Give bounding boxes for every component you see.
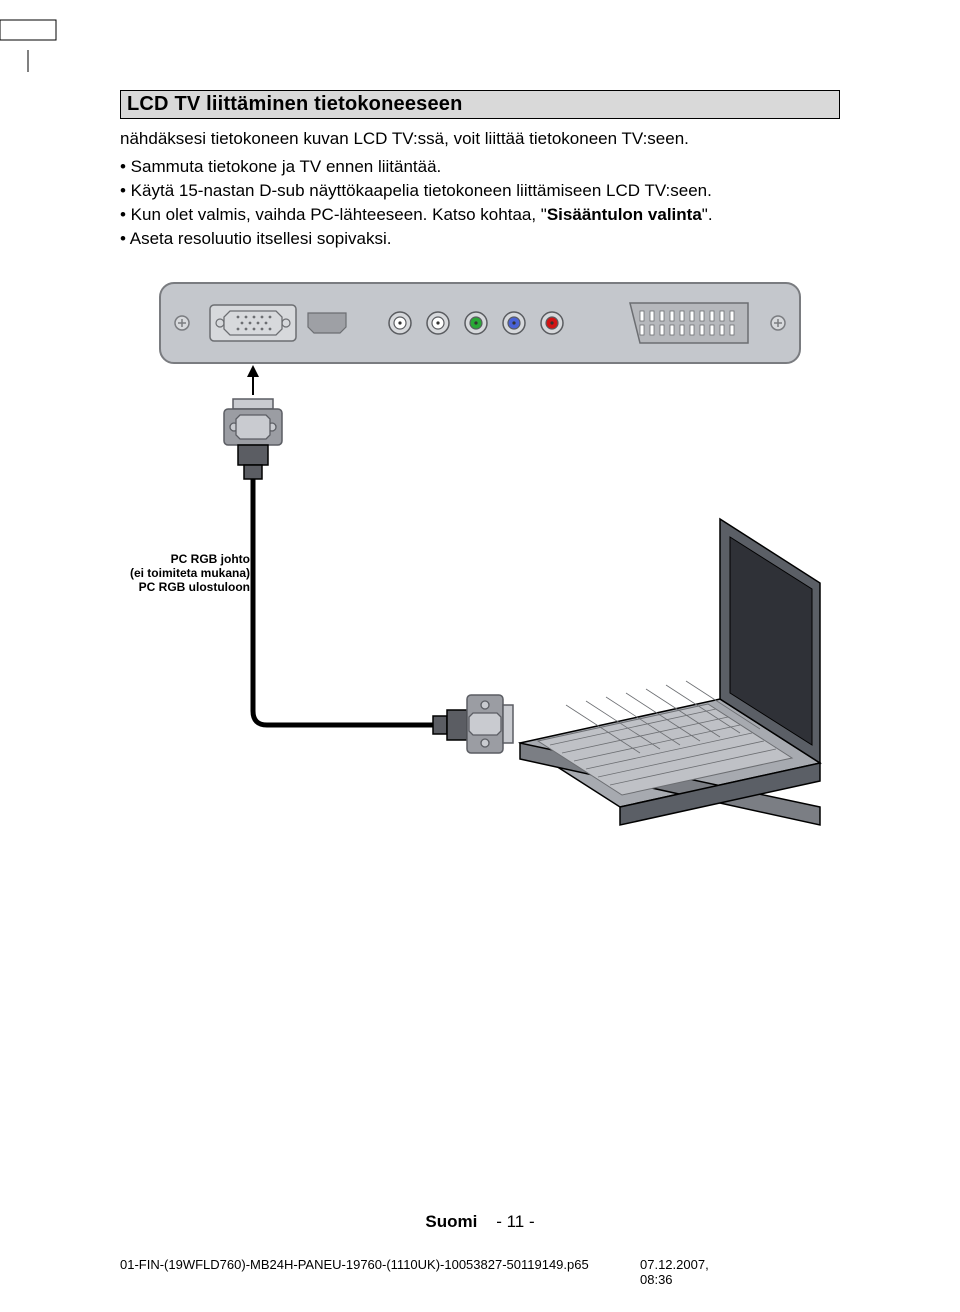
bullet-3: • Kun olet valmis, vaihda PC-lähteeseen.… [120, 205, 840, 225]
source-line: 01-FIN-(19WFLD760)-MB24H-PANEU-19760-(11… [120, 1257, 589, 1272]
svg-text:PC RGB johto: PC RGB johto [171, 552, 250, 566]
source-file: 01-FIN-(19WFLD760)-MB24H-PANEU-19760-(11… [120, 1257, 589, 1272]
svg-text:(ei toimiteta mukana): (ei toimiteta mukana) [130, 566, 250, 580]
intro-text: nähdäksesi tietokoneen kuvan LCD TV:ssä,… [120, 129, 840, 149]
bullet-2: • Käytä 15-nastan D-sub näyttökaapelia t… [120, 181, 840, 201]
footer-language: Suomi [425, 1212, 477, 1231]
bullet-3-pre: • Kun olet valmis, vaihda PC-lähteeseen.… [120, 205, 547, 224]
bullet-3-bold: Sisääntulon valinta [547, 205, 702, 224]
page-footer: Suomi - 11 - [0, 1212, 960, 1232]
section-heading: LCD TV liittäminen tietokoneeseen [120, 90, 840, 119]
footer-page: - 11 - [496, 1212, 534, 1231]
source-date: 07.12.2007, 08:36 [640, 1257, 709, 1287]
bullet-1: • Sammuta tietokone ja TV ennen liitäntä… [120, 157, 840, 177]
svg-text:PC RGB ulostuloon: PC RGB ulostuloon [139, 580, 250, 594]
bullet-3-post: ". [702, 205, 713, 224]
bullet-4: • Aseta resoluutio itsellesi sopivaksi. [120, 229, 840, 249]
connection-diagram: PC RGB johto (ei toimiteta mukana) PC RG… [120, 273, 840, 893]
heading-text: LCD TV liittäminen tietokoneeseen [127, 93, 833, 116]
page-content: LCD TV liittäminen tietokoneeseen nähdäk… [0, 0, 960, 1312]
